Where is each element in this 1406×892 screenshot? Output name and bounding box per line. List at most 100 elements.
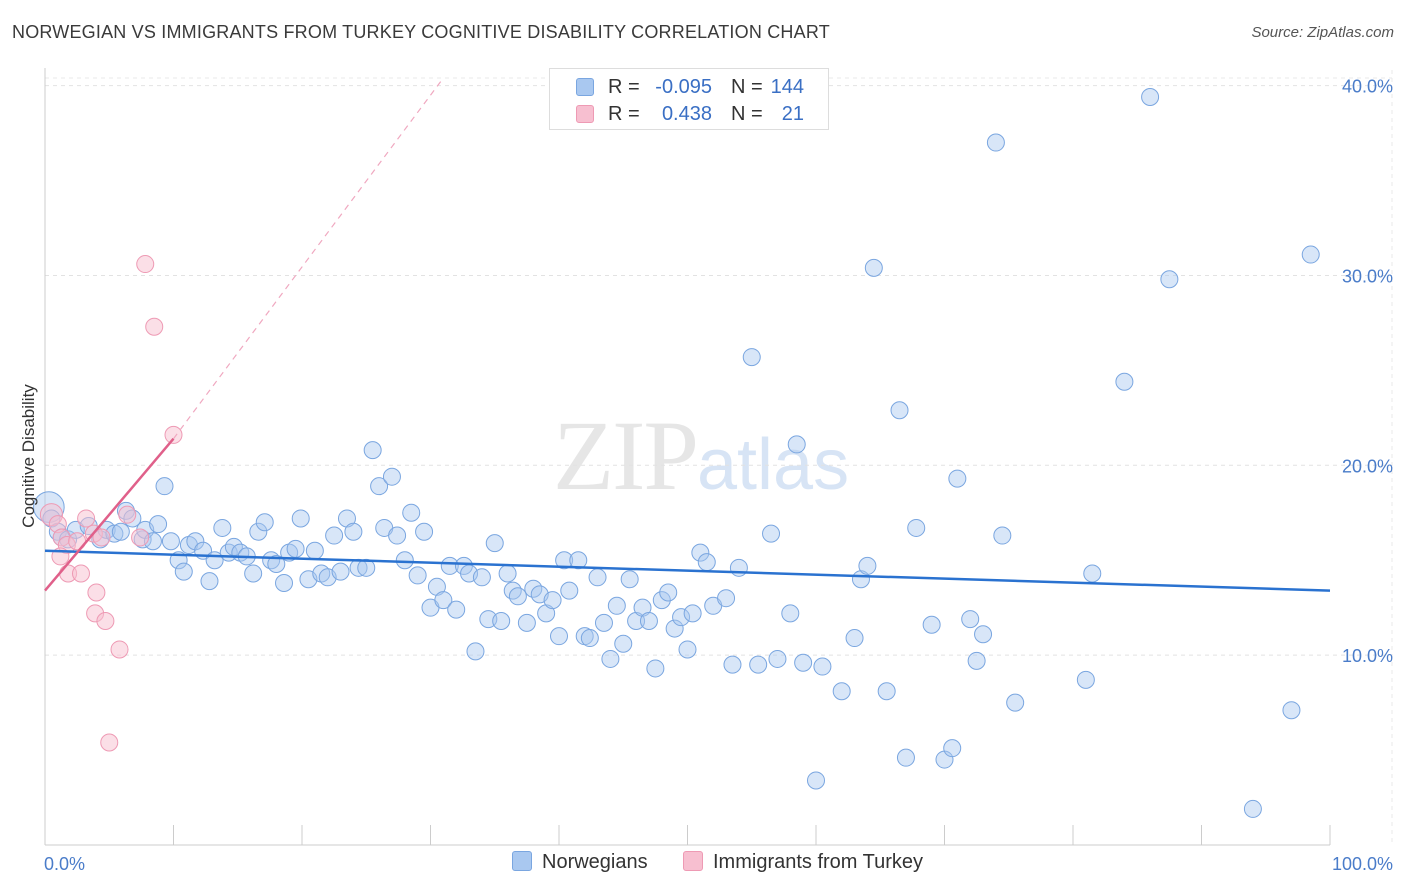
norwegians-point: [485, 534, 504, 553]
turkey-point: [145, 317, 164, 336]
legend-row-turkey: R = 0.438 N = 21: [550, 102, 828, 128]
norwegians-point: [363, 441, 382, 460]
norwegians-point: [974, 625, 993, 644]
norwegians-point: [986, 133, 1005, 152]
norwegians-point: [646, 659, 665, 678]
norwegians-point: [1083, 564, 1102, 583]
norwegians-point: [787, 435, 806, 454]
norwegians-point: [344, 522, 363, 541]
norwegians-point: [807, 771, 825, 790]
norwegians-point: [267, 555, 286, 574]
norwegians-point: [415, 522, 434, 541]
turkey-point: [92, 528, 111, 547]
norwegians-point: [832, 682, 851, 701]
norwegians-point: [672, 608, 691, 627]
norwegians-point: [993, 526, 1012, 545]
norwegians-point: [678, 640, 697, 659]
norwegians-point: [408, 566, 427, 585]
legend-r-value: 0.438: [661, 103, 712, 125]
norwegians-point: [331, 562, 350, 581]
bottom-legend-turkey: Immigrants from Turkey: [683, 851, 923, 874]
norwegians-point: [762, 524, 781, 543]
norwegians-point: [213, 518, 232, 537]
turkey-legend-swatch: [683, 851, 703, 871]
norwegians-point: [922, 615, 941, 634]
norwegians-point: [357, 558, 376, 577]
norwegians-point: [508, 587, 527, 606]
norwegians-point: [543, 591, 562, 610]
norwegians-point: [794, 653, 813, 672]
norwegians-point: [1141, 87, 1160, 106]
turkey-point: [87, 583, 106, 602]
norwegians-point: [395, 551, 414, 570]
correlation-legend: R = -0.095 N = 144 R = 0.438 N = 21: [549, 68, 829, 130]
legend-row-norwegians: R = -0.095 N = 144: [550, 75, 828, 101]
y-axis-title: Cognitive Disability: [19, 384, 38, 528]
norwegians-point: [620, 570, 639, 589]
norwegians-point: [291, 509, 310, 528]
norwegians-point: [1160, 270, 1179, 289]
norwegians-point: [161, 532, 180, 551]
norwegians-point: [560, 581, 579, 600]
norwegians-point: [155, 477, 174, 496]
bottom-legend-norwegians: Norwegians: [512, 851, 648, 874]
turkey-legend-label: Immigrants from Turkey: [713, 851, 924, 873]
y-tick-label: 20.0%: [1342, 456, 1393, 476]
axes: [44, 68, 1331, 846]
norwegians-point: [1115, 372, 1134, 391]
norwegians-point: [382, 467, 401, 486]
norwegians-point: [325, 526, 344, 545]
norwegians-point: [697, 553, 716, 572]
norwegians-point: [877, 682, 896, 701]
turkey-point: [96, 611, 115, 630]
norwegians-point: [742, 348, 761, 367]
norwegians-point: [845, 629, 864, 648]
norwegians-point: [111, 522, 130, 541]
norwegians-point: [948, 469, 967, 488]
norwegians-point: [255, 513, 274, 532]
norwegians-point: [569, 551, 588, 570]
norwegians-point: [434, 591, 453, 610]
norwegians-point: [588, 568, 607, 587]
turkey-point: [118, 505, 137, 524]
turkey-point: [77, 509, 96, 528]
norwegians-point: [691, 543, 710, 562]
norwegians-point: [858, 556, 877, 575]
norwegians-point: [249, 522, 268, 541]
norwegians-point: [1301, 245, 1320, 264]
norwegians-point: [665, 619, 684, 638]
norwegians-point: [813, 657, 832, 676]
norwegians-point: [200, 572, 219, 591]
norwegians-point: [503, 581, 522, 600]
norwegians-point: [749, 655, 768, 674]
norwegians-point: [607, 596, 626, 615]
norwegians-legend-swatch: [512, 851, 532, 871]
norwegians-point: [896, 748, 915, 767]
turkey-trend-extension: [173, 77, 444, 440]
norwegians-swatch: [576, 78, 594, 96]
norwegians-point: [652, 591, 671, 610]
norwegians-point: [244, 564, 263, 583]
y-tick-label: 30.0%: [1342, 266, 1393, 286]
norwegians-point: [286, 539, 305, 558]
turkey-trend-line: [44, 437, 175, 592]
x-tick-label-max: 100.0%: [1332, 854, 1393, 874]
norwegians-point: [550, 627, 568, 646]
legend-r-label: R =: [608, 103, 640, 125]
turkey-swatch: [576, 105, 594, 123]
norwegians-point: [580, 629, 599, 648]
norwegians-point: [388, 526, 407, 545]
norwegians-point: [402, 503, 421, 522]
y-tick-label: 40.0%: [1342, 77, 1393, 97]
norwegians-point: [601, 649, 620, 668]
norwegians-point: [967, 651, 986, 670]
norwegians-point: [472, 568, 491, 587]
norwegians-point: [305, 541, 324, 560]
norwegians-point: [1076, 670, 1095, 689]
turkey-point: [110, 640, 129, 659]
norwegians-point: [440, 556, 459, 575]
norwegians-point: [174, 562, 193, 581]
norwegians-point: [907, 518, 926, 537]
watermark-zip: ZIP: [553, 400, 699, 511]
turkey-point: [136, 255, 155, 274]
